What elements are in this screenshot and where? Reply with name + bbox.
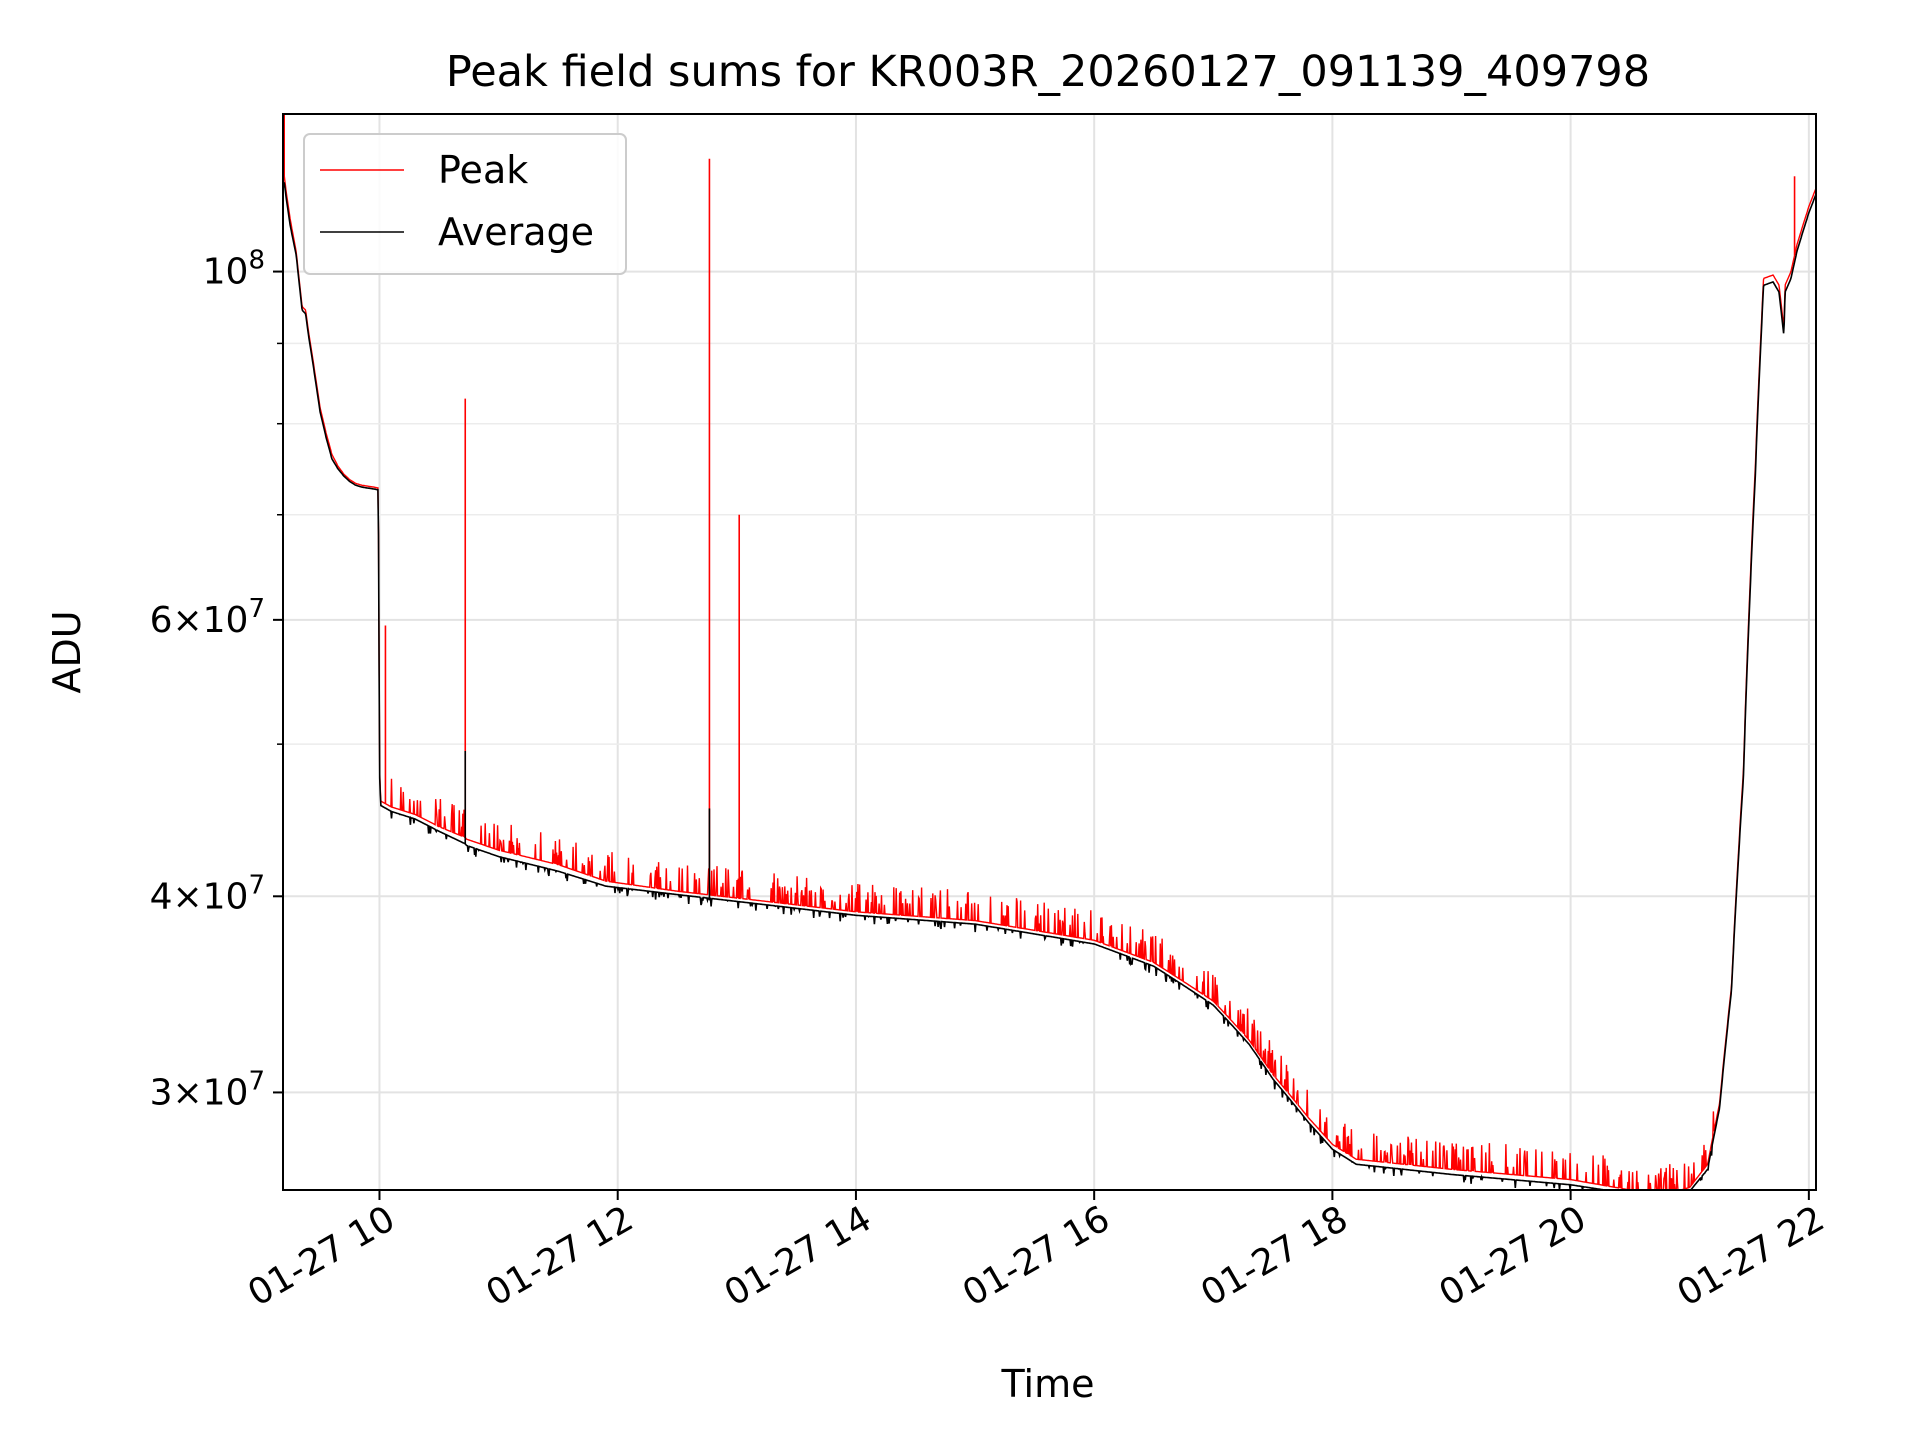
series-layer (283, 114, 1816, 1190)
y-tick-label: 3×107 (150, 1066, 265, 1113)
legend-average-label: Average (438, 210, 594, 254)
y-tick-label: 108 (203, 246, 265, 293)
average-series-line (283, 182, 1816, 1190)
x-axis-label: Time (1001, 1362, 1095, 1406)
chart-title: Peak field sums for KR003R_20260127_0911… (446, 47, 1650, 97)
legend: Peak Average (303, 133, 627, 275)
y-tick-label: 4×107 (150, 870, 265, 917)
legend-box (303, 133, 627, 275)
y-axis-label: ADU (45, 610, 89, 693)
y-tick-label: 6×107 (150, 594, 265, 641)
plot-frame (282, 113, 1817, 1191)
legend-peak-label: Peak (438, 148, 528, 192)
peak-series-line (283, 114, 1816, 1190)
